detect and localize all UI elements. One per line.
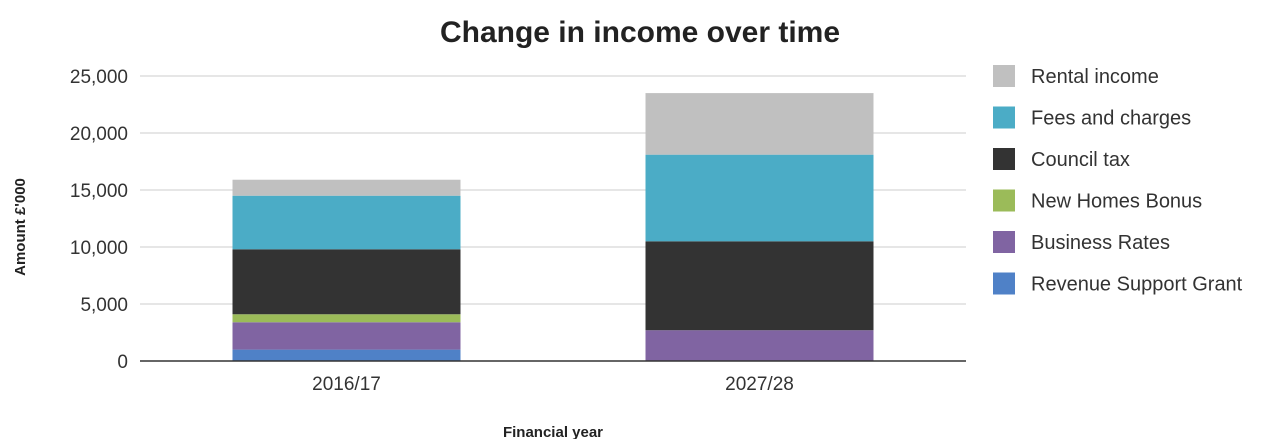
- bar-segment: [645, 241, 874, 331]
- legend-label: Council tax: [1031, 149, 1130, 171]
- legend: Rental income Fees and charges Council tax…: [993, 65, 1243, 296]
- x-axis-ticks: 2016/17 2027/28: [312, 374, 794, 395]
- bar-segment: [232, 314, 461, 323]
- bar-segment: [232, 349, 461, 361]
- bar-segment: [645, 154, 874, 242]
- legend-swatch: [993, 231, 1015, 253]
- legend-label: Rental income: [1031, 66, 1159, 88]
- x-tick-label: 2027/28: [725, 374, 794, 395]
- y-tick-label: 25,000: [70, 67, 128, 88]
- x-tick-label: 2016/17: [312, 374, 381, 395]
- y-tick-label: 5,000: [80, 295, 128, 316]
- legend-swatch: [993, 65, 1015, 87]
- legend-label: Business Rates: [1031, 232, 1170, 254]
- bar-segment: [232, 322, 461, 350]
- legend-label: Fees and charges: [1031, 108, 1191, 130]
- bar-segment: [232, 195, 461, 250]
- legend-label: New Homes Bonus: [1031, 191, 1202, 213]
- y-tick-label: 10,000: [70, 238, 128, 259]
- y-tick-label: 20,000: [70, 124, 128, 145]
- legend-swatch: [993, 272, 1015, 295]
- y-tick-label: 15,000: [70, 181, 128, 202]
- x-axis-title: Financial year: [503, 424, 603, 439]
- legend-label: Revenue Support Grant: [1031, 274, 1243, 296]
- chart-title: Change in income over time: [440, 16, 840, 49]
- bars: [140, 93, 966, 362]
- y-axis-title: Amount £'000: [12, 178, 29, 276]
- legend-swatch: [993, 148, 1015, 170]
- bar-segment: [645, 330, 874, 361]
- y-axis-ticks: 0 5,000 10,000 15,000 20,000 25,000: [70, 67, 128, 373]
- bar-segment: [645, 93, 874, 155]
- legend-swatch: [993, 106, 1015, 129]
- y-tick-label: 0: [117, 352, 128, 373]
- bar-segment: [232, 249, 461, 315]
- legend-swatch: [993, 189, 1015, 212]
- bar-segment: [232, 179, 461, 196]
